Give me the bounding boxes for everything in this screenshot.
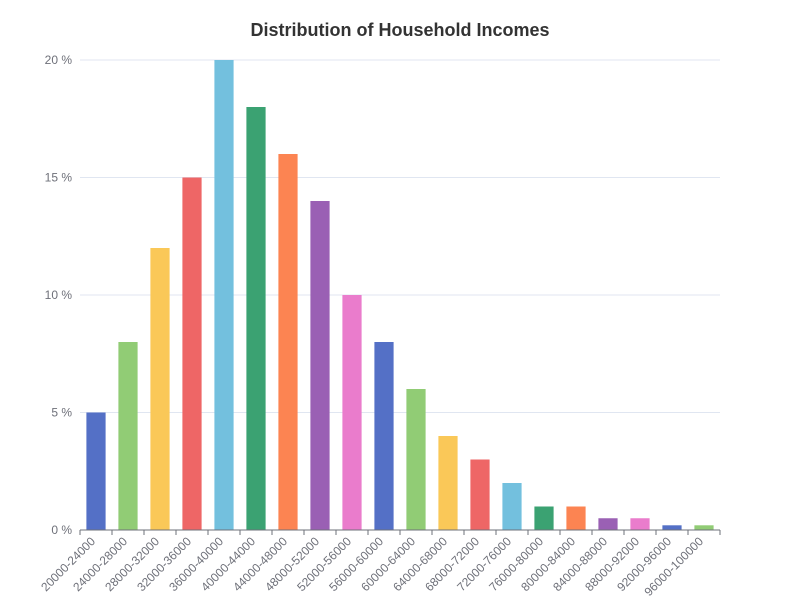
bar[interactable] [374, 342, 394, 530]
bar[interactable] [502, 483, 522, 530]
x-axis-ticks: 20000-2400024000-2800028000-3200032000-3… [38, 534, 706, 599]
bar[interactable] [310, 201, 330, 530]
y-tick-label: 10 % [45, 288, 73, 302]
bar[interactable] [598, 518, 618, 530]
y-tick-label: 15 % [45, 171, 73, 185]
bar[interactable] [182, 177, 202, 531]
y-tick-label: 5 % [51, 406, 72, 420]
bar[interactable] [214, 60, 234, 530]
bar[interactable] [694, 525, 714, 530]
bar[interactable] [278, 154, 298, 530]
y-tick-label: 0 % [51, 523, 72, 537]
x-axis [79, 529, 721, 535]
bar[interactable] [150, 248, 170, 530]
bar[interactable] [662, 525, 682, 530]
bar[interactable] [566, 506, 586, 531]
bar[interactable] [630, 518, 650, 530]
bars [86, 60, 714, 531]
bar[interactable] [246, 107, 266, 530]
bar[interactable] [406, 389, 426, 530]
y-tick-label: 20 % [45, 53, 73, 67]
gridlines [80, 59, 720, 413]
chart-title: Distribution of Household Incomes [250, 20, 550, 40]
bar[interactable] [470, 459, 490, 531]
y-axis-ticks: 0 % 5 % 10 % 15 % 20 % [45, 53, 73, 537]
bar[interactable] [86, 412, 106, 531]
bar[interactable] [342, 295, 362, 530]
bar[interactable] [118, 342, 138, 530]
bar[interactable] [438, 436, 458, 530]
bar[interactable] [534, 506, 554, 531]
